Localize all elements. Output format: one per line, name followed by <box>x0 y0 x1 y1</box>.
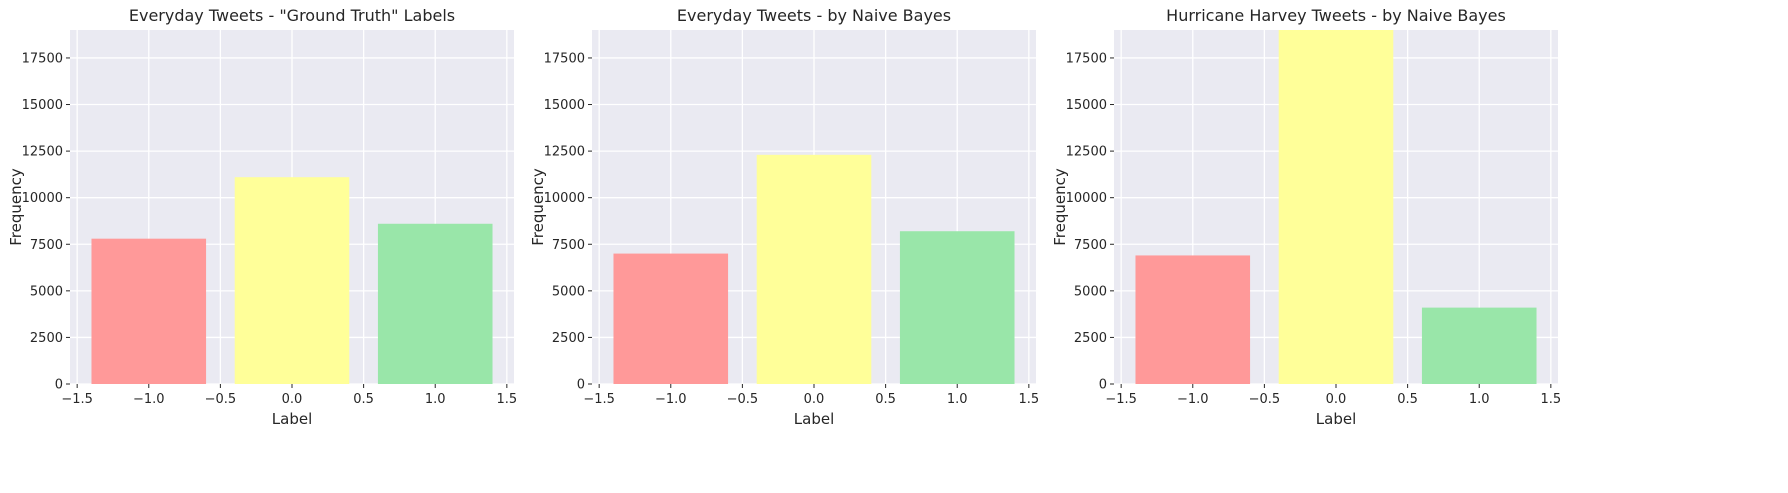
x-tick-label-5: 1.0 <box>947 392 968 407</box>
chart-title: Hurricane Harvey Tweets - by Naive Bayes <box>1166 6 1506 25</box>
chart-title: Everyday Tweets - by Naive Bayes <box>677 6 951 25</box>
y-tick-label-1: 2500 <box>30 331 63 346</box>
chart-title: Everyday Tweets - "Ground Truth" Labels <box>129 6 455 25</box>
x-tick-label-6: 1.5 <box>1018 392 1039 407</box>
y-tick-label-4: 10000 <box>22 191 63 206</box>
y-tick-label-7: 17500 <box>22 51 63 66</box>
x-tick-label-4: 0.5 <box>353 392 374 407</box>
x-tick-label-1: −1.0 <box>133 392 165 407</box>
y-tick-label-6: 15000 <box>1066 98 1107 113</box>
y-tick-label-5: 12500 <box>544 145 585 160</box>
bar-2 <box>1278 30 1394 384</box>
chart-panel-2: −1.5 −1.0 −0.5 0.0 0.5 1.0 1.5 0 2500 5000 7500 100… <box>529 6 1039 428</box>
x-tick-label-1: −1.0 <box>655 392 687 407</box>
y-tick-label-2: 5000 <box>30 284 63 299</box>
y-tick-label-7: 17500 <box>1066 51 1107 66</box>
bar-3 <box>899 231 1015 384</box>
x-axis-label: Label <box>1316 410 1356 428</box>
y-tick-label-7: 17500 <box>544 51 585 66</box>
x-tick-label-2: −0.5 <box>727 392 759 407</box>
y-tick-label-4: 10000 <box>544 191 585 206</box>
y-tick-label-2: 5000 <box>552 284 585 299</box>
y-tick-label-5: 12500 <box>22 145 63 160</box>
x-tick-label-0: −1.5 <box>1105 392 1137 407</box>
y-tick-label-1: 2500 <box>1074 331 1107 346</box>
x-tick-label-5: 1.0 <box>425 392 446 407</box>
y-axis-label: Frequency <box>7 168 25 246</box>
y-tick-label-3: 7500 <box>30 238 63 253</box>
x-tick-label-4: 0.5 <box>1397 392 1418 407</box>
bar-1 <box>91 238 207 384</box>
bar-2 <box>234 177 350 384</box>
y-tick-label-0: 0 <box>577 378 585 393</box>
bar-2 <box>756 154 872 384</box>
y-tick-label-1: 2500 <box>552 331 585 346</box>
x-tick-label-3: 0.0 <box>1326 392 1347 407</box>
x-tick-label-0: −1.5 <box>583 392 615 407</box>
x-tick-label-5: 1.0 <box>1469 392 1490 407</box>
x-tick-label-2: −0.5 <box>1249 392 1281 407</box>
y-tick-label-5: 12500 <box>1066 145 1107 160</box>
y-axis-label: Frequency <box>1051 168 1069 246</box>
y-tick-label-0: 0 <box>1099 378 1107 393</box>
chart-panel-3: −1.5 −1.0 −0.5 0.0 0.5 1.0 1.5 0 2500 5000 7500 100… <box>1051 6 1561 428</box>
x-tick-label-3: 0.0 <box>804 392 825 407</box>
x-tick-label-4: 0.5 <box>875 392 896 407</box>
bar-1 <box>613 253 729 384</box>
x-tick-label-6: 1.5 <box>496 392 517 407</box>
y-tick-label-2: 5000 <box>1074 284 1107 299</box>
x-tick-label-1: −1.0 <box>1177 392 1209 407</box>
x-tick-label-2: −0.5 <box>205 392 237 407</box>
y-axis-label: Frequency <box>529 168 547 246</box>
y-tick-label-3: 7500 <box>1074 238 1107 253</box>
x-axis-label: Label <box>272 410 312 428</box>
y-tick-label-6: 15000 <box>544 98 585 113</box>
x-axis-label: Label <box>794 410 834 428</box>
y-tick-label-4: 10000 <box>1066 191 1107 206</box>
bar-3 <box>377 223 493 384</box>
x-tick-label-3: 0.0 <box>282 392 303 407</box>
y-tick-label-3: 7500 <box>552 238 585 253</box>
y-tick-label-6: 15000 <box>22 98 63 113</box>
bar-1 <box>1135 255 1251 384</box>
x-tick-label-6: 1.5 <box>1540 392 1561 407</box>
x-tick-label-0: −1.5 <box>61 392 93 407</box>
bar-3 <box>1421 307 1537 384</box>
chart-panel-1: −1.5 −1.0 −0.5 0.0 0.5 1.0 1.5 0 2500 5000 7500 100… <box>7 6 517 428</box>
y-tick-label-0: 0 <box>55 378 63 393</box>
